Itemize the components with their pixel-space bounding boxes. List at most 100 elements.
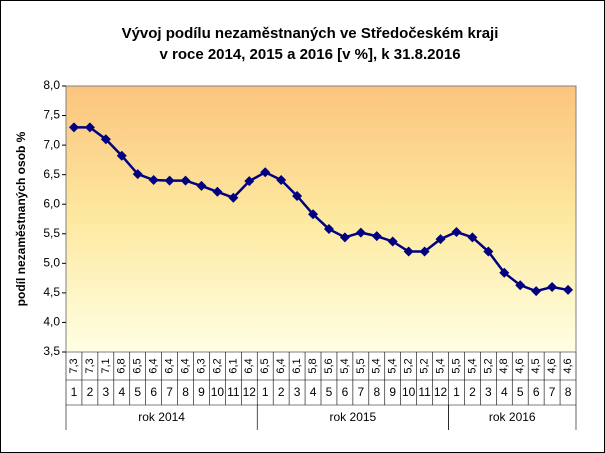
group-label: rok 2014 xyxy=(138,410,185,424)
y-tick-label: 4,5 xyxy=(43,285,60,299)
marker xyxy=(483,246,494,257)
marker xyxy=(100,134,111,145)
x-tick-label: 3 xyxy=(485,385,492,399)
x-tick-label: 1 xyxy=(262,385,269,399)
group-label: rok 2016 xyxy=(489,410,536,424)
marker xyxy=(196,180,207,191)
group-label: rok 2015 xyxy=(330,410,377,424)
value-label: 6,4 xyxy=(243,358,255,373)
x-tick-label: 8 xyxy=(182,385,189,399)
marker xyxy=(276,174,287,185)
marker xyxy=(148,174,159,185)
x-tick-label: 2 xyxy=(87,385,94,399)
marker xyxy=(212,186,223,197)
marker xyxy=(132,169,143,180)
x-tick-label: 11 xyxy=(418,385,431,399)
marker xyxy=(339,232,350,243)
x-tick-label: 5 xyxy=(517,385,524,399)
marker xyxy=(68,122,79,133)
value-label: 4,5 xyxy=(530,358,542,373)
y-tick-label: 4,0 xyxy=(43,315,60,329)
marker xyxy=(435,234,446,245)
x-tick-label: 4 xyxy=(501,385,508,399)
x-tick-label: 8 xyxy=(373,385,380,399)
value-label: 5,2 xyxy=(482,358,494,373)
value-label: 5,4 xyxy=(339,358,351,373)
marker xyxy=(403,246,414,257)
marker xyxy=(515,280,526,291)
y-tick-label: 7,5 xyxy=(43,108,60,122)
y-tick-label: 8,0 xyxy=(43,78,60,92)
marker xyxy=(467,232,478,243)
value-label: 6,4 xyxy=(179,358,191,373)
x-tick-label: 10 xyxy=(402,385,416,399)
marker xyxy=(499,267,510,278)
value-label: 6,2 xyxy=(211,358,223,373)
x-tick-label: 12 xyxy=(243,385,257,399)
value-label: 5,6 xyxy=(323,358,335,373)
marker xyxy=(228,192,239,203)
value-label: 5,4 xyxy=(466,358,478,373)
marker xyxy=(451,227,462,238)
value-label: 4,8 xyxy=(498,358,510,373)
x-tick-label: 1 xyxy=(453,385,460,399)
marker xyxy=(260,167,271,178)
marker xyxy=(244,176,255,187)
value-label: 5,4 xyxy=(434,358,446,373)
value-label: 6,3 xyxy=(195,358,207,373)
marker xyxy=(180,175,191,186)
chart-title: Vývoj podílu nezaměstnaných ve Středočes… xyxy=(122,25,499,42)
x-tick-label: 9 xyxy=(389,385,396,399)
x-tick-label: 2 xyxy=(469,385,476,399)
value-label: 4,6 xyxy=(546,358,558,373)
marker xyxy=(531,286,542,297)
value-label: 6,4 xyxy=(164,358,176,373)
chart-subtitle: v roce 2014, 2015 a 2016 [v %], k 31.8.2… xyxy=(159,46,460,63)
marker xyxy=(387,236,398,247)
value-label: 5,2 xyxy=(403,358,415,373)
value-label: 6,4 xyxy=(148,358,160,373)
x-tick-label: 6 xyxy=(150,385,157,399)
y-axis-label: podíl nezaměstnaných osob % xyxy=(14,131,28,306)
x-tick-label: 9 xyxy=(198,385,205,399)
x-tick-label: 3 xyxy=(294,385,301,399)
value-label: 5,8 xyxy=(307,358,319,373)
x-tick-label: 8 xyxy=(565,385,572,399)
x-tick-label: 2 xyxy=(278,385,285,399)
x-tick-label: 7 xyxy=(549,385,556,399)
value-label: 4,6 xyxy=(514,358,526,373)
y-tick-label: 5,5 xyxy=(43,226,60,240)
x-tick-label: 4 xyxy=(310,385,317,399)
value-label: 5,4 xyxy=(371,358,383,373)
value-label: 6,5 xyxy=(259,358,271,373)
x-tick-label: 5 xyxy=(326,385,333,399)
value-label: 6,1 xyxy=(227,358,239,373)
x-tick-label: 1 xyxy=(71,385,78,399)
value-label: 7,1 xyxy=(100,358,112,373)
marker xyxy=(116,150,127,161)
value-label: 5,5 xyxy=(355,358,367,373)
value-label: 5,2 xyxy=(419,358,431,373)
value-label: 7,3 xyxy=(84,358,96,373)
x-tick-label: 7 xyxy=(358,385,365,399)
value-label: 7,3 xyxy=(68,358,80,373)
marker xyxy=(547,281,558,292)
x-tick-label: 5 xyxy=(134,385,141,399)
x-tick-label: 3 xyxy=(103,385,110,399)
y-tick-label: 7,0 xyxy=(43,137,60,151)
marker xyxy=(563,284,574,295)
x-tick-label: 7 xyxy=(166,385,173,399)
y-tick-label: 5,0 xyxy=(43,256,60,270)
value-label: 5,4 xyxy=(387,358,399,373)
plot-area xyxy=(65,85,577,353)
marker xyxy=(371,231,382,242)
y-tick-label: 6,0 xyxy=(43,196,60,210)
marker xyxy=(355,227,366,238)
marker xyxy=(323,224,334,235)
marker xyxy=(419,246,430,257)
marker xyxy=(84,122,95,133)
x-tick-label: 4 xyxy=(118,385,125,399)
x-tick-label: 10 xyxy=(211,385,225,399)
x-tick-label: 6 xyxy=(533,385,540,399)
